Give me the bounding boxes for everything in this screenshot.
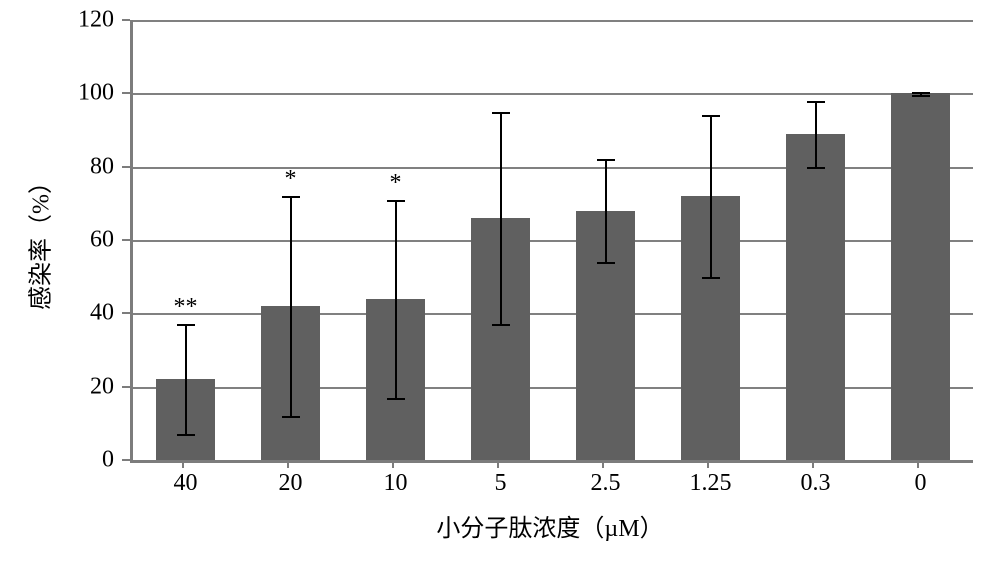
x-tick-mark xyxy=(707,460,709,468)
y-tick-mark xyxy=(122,166,130,168)
x-tick-mark xyxy=(497,460,499,468)
y-tick-mark xyxy=(122,459,130,461)
plot-area: **40*20*1052.51.250.30 xyxy=(130,20,973,463)
x-tick-mark xyxy=(182,460,184,468)
x-tick-label: 0 xyxy=(915,470,927,497)
y-tick-label: 0 xyxy=(0,447,114,474)
x-tick-mark xyxy=(287,460,289,468)
gridline xyxy=(133,313,973,315)
gridline xyxy=(133,20,973,22)
x-tick-mark xyxy=(917,460,919,468)
gridline xyxy=(133,167,973,169)
y-tick-label: 80 xyxy=(0,153,114,180)
x-tick-label: 0.3 xyxy=(801,470,831,497)
y-tick-mark xyxy=(122,19,130,21)
gridline xyxy=(133,240,973,242)
y-tick-label: 20 xyxy=(0,373,114,400)
x-tick-mark xyxy=(392,460,394,468)
y-tick-label: 100 xyxy=(0,80,114,107)
y-tick-label: 120 xyxy=(0,7,114,34)
y-axis-title: 感染率（%） xyxy=(21,170,56,310)
y-tick-mark xyxy=(122,386,130,388)
y-tick-mark xyxy=(122,239,130,241)
y-tick-mark xyxy=(122,312,130,314)
x-tick-label: 20 xyxy=(279,470,303,497)
x-tick-label: 10 xyxy=(384,470,408,497)
bar-chart: ** 40 * 20 * 10 5 2.5 1.25 0.3 0 0 20 40 60 80 100 120 感… xyxy=(0,0,1000,572)
x-tick-label: 5 xyxy=(495,470,507,497)
x-tick-label: 1.25 xyxy=(690,470,732,497)
bar xyxy=(786,134,845,460)
gridline xyxy=(133,93,973,95)
x-tick-label: 40 xyxy=(174,470,198,497)
x-axis-title: 小分子肽浓度（µM） xyxy=(436,508,663,543)
bar xyxy=(891,93,950,460)
significance-label: ** xyxy=(174,294,198,321)
y-tick-mark xyxy=(122,92,130,94)
x-tick-mark xyxy=(602,460,604,468)
significance-label: * xyxy=(285,166,297,193)
significance-label: * xyxy=(390,170,402,197)
y-tick-label: 40 xyxy=(0,300,114,327)
y-tick-label: 60 xyxy=(0,227,114,254)
gridline xyxy=(133,387,973,389)
x-tick-mark xyxy=(812,460,814,468)
x-tick-label: 2.5 xyxy=(591,470,621,497)
